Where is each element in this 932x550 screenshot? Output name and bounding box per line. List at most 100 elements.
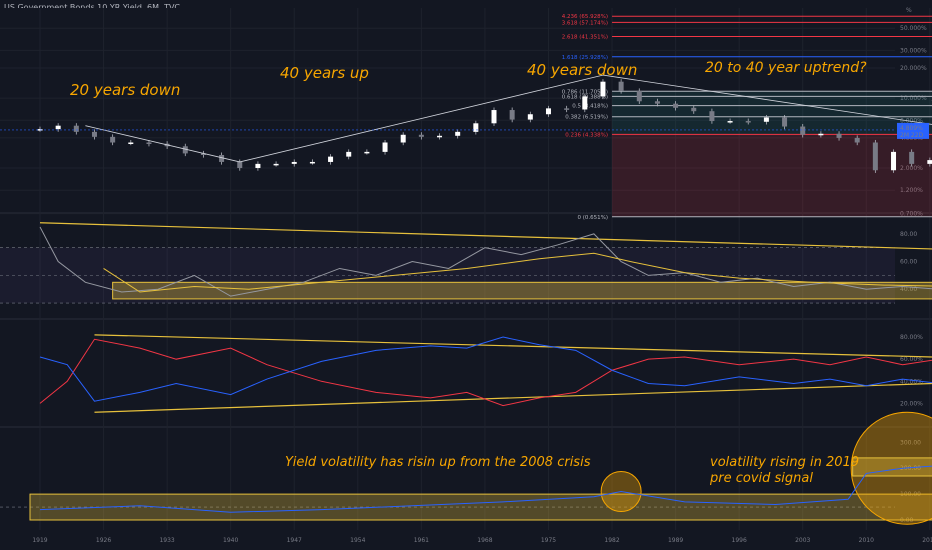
annotation-40y-down: 40 years down bbox=[527, 61, 637, 79]
candle bbox=[91, 131, 97, 137]
candle bbox=[328, 156, 334, 162]
annotation-uptrend: 20 to 40 year uptrend? bbox=[705, 60, 867, 76]
candle bbox=[346, 151, 352, 157]
y-tick-label-rsi: 60.00 bbox=[900, 259, 917, 266]
x-tick-label: 1968 bbox=[477, 537, 492, 544]
candle bbox=[128, 142, 134, 144]
x-tick-label: 1975 bbox=[541, 537, 556, 544]
x-tick-label: 1940 bbox=[223, 537, 238, 544]
candle bbox=[818, 133, 824, 136]
candle bbox=[273, 163, 279, 166]
candle bbox=[800, 126, 806, 135]
x-tick-label: 1926 bbox=[96, 537, 111, 544]
y-tick-label-vol: 0.00 bbox=[900, 517, 914, 524]
annotation-volatility-2008: Yield volatility has risin up from the 2… bbox=[285, 455, 591, 470]
candle bbox=[527, 114, 533, 120]
candle bbox=[364, 151, 370, 154]
candle bbox=[382, 142, 388, 152]
y-tick-label-price: 10.000% bbox=[900, 95, 927, 102]
rsi-ma-line bbox=[103, 252, 932, 293]
price-badge-sub: 2M 22D bbox=[900, 132, 924, 139]
trendline-20y-down bbox=[85, 125, 240, 163]
vol-base-box bbox=[29, 493, 932, 521]
candle bbox=[891, 151, 897, 171]
candle bbox=[600, 81, 606, 97]
dmi-red-line bbox=[39, 338, 932, 407]
candle bbox=[418, 134, 424, 137]
y-tick-label-vol: 200.00 bbox=[900, 465, 921, 472]
candle bbox=[473, 123, 479, 132]
y-tick-label-dmi: 20.00% bbox=[900, 400, 923, 407]
y-tick-label-dmi: 80.00% bbox=[900, 334, 923, 341]
candle bbox=[255, 163, 261, 169]
candle bbox=[146, 142, 152, 144]
x-tick-label: 1933 bbox=[159, 537, 174, 544]
candle bbox=[55, 125, 61, 130]
fib-zone-low bbox=[612, 134, 932, 217]
x-tick-label: 2017 bbox=[922, 537, 932, 544]
y-tick-label-price: 0.700% bbox=[900, 211, 923, 218]
vol-highlight-big bbox=[850, 411, 932, 525]
x-tick-label: 1996 bbox=[732, 537, 747, 544]
y-tick-label-price: 1.200% bbox=[900, 187, 923, 194]
fib-level-label: 1.618 (25.928%) bbox=[562, 55, 608, 61]
candle bbox=[618, 81, 624, 91]
y-tick-label-price: 6.000% bbox=[900, 117, 923, 124]
trendline-40y-down bbox=[602, 74, 932, 125]
candle bbox=[545, 108, 551, 115]
chart-title: US Government Bonds 10 YR Yield, 6M, TVC bbox=[4, 3, 181, 12]
candle bbox=[73, 125, 79, 132]
candle bbox=[836, 133, 842, 138]
annotation-20y-down: 20 years down bbox=[70, 81, 180, 99]
dmi-upper-line bbox=[94, 334, 932, 358]
vol-line bbox=[39, 465, 932, 513]
candle bbox=[237, 161, 243, 169]
price-badge-value: 4.809% bbox=[900, 125, 923, 132]
y-tick-label-rsi: 80.00 bbox=[900, 231, 917, 238]
dmi-blue-line bbox=[39, 336, 932, 402]
fib-level-label: 0.786 (11.705%) bbox=[562, 89, 608, 95]
y-tick-label-price: 50.000% bbox=[900, 25, 927, 32]
x-tick-label: 1947 bbox=[287, 537, 302, 544]
panel-bg-0 bbox=[0, 8, 895, 212]
candle bbox=[182, 146, 188, 154]
fib-level-label: 3.618 (57.174%) bbox=[562, 20, 608, 26]
y-tick-label-price: 2.000% bbox=[900, 165, 923, 172]
rsi-support-box bbox=[112, 281, 932, 300]
candle bbox=[927, 160, 932, 164]
corner-label: % bbox=[906, 7, 912, 14]
annotation-40y-up: 40 years up bbox=[280, 64, 369, 82]
candle bbox=[854, 137, 860, 143]
panel-bg-1 bbox=[0, 214, 895, 318]
candle bbox=[582, 96, 588, 110]
candle bbox=[110, 136, 116, 143]
candle bbox=[291, 161, 297, 164]
fib-level-label: 2.618 (41.351%) bbox=[562, 34, 608, 40]
rsi-line bbox=[39, 226, 932, 297]
panel-bg-2 bbox=[0, 320, 895, 426]
candle bbox=[455, 131, 461, 136]
x-tick-label: 1982 bbox=[604, 537, 619, 544]
candle bbox=[636, 90, 642, 102]
candle bbox=[509, 110, 515, 120]
fib-level-label: 0.236 (4.338%) bbox=[565, 132, 608, 138]
y-tick-label-price: 30.000% bbox=[900, 47, 927, 54]
y-tick-label-dmi: 60.00% bbox=[900, 356, 923, 363]
y-tick-label-dmi: 40.00% bbox=[900, 378, 923, 385]
candle bbox=[400, 134, 406, 143]
candle bbox=[745, 121, 751, 123]
vol-2019-box bbox=[852, 457, 932, 477]
fib-level-label: 0 (0.651%) bbox=[578, 215, 609, 221]
candle bbox=[763, 117, 769, 122]
x-tick-label: 1989 bbox=[668, 537, 683, 544]
fib-level-label: 0.5 (8.418%) bbox=[572, 104, 608, 110]
x-tick-label: 1954 bbox=[350, 537, 365, 544]
candle bbox=[782, 117, 788, 127]
trendline-40y-up bbox=[239, 74, 604, 163]
y-tick-label-rsi: 40.00 bbox=[900, 286, 917, 293]
candle bbox=[691, 107, 697, 112]
candle bbox=[200, 153, 206, 155]
candle bbox=[309, 161, 315, 164]
candle bbox=[437, 135, 443, 138]
